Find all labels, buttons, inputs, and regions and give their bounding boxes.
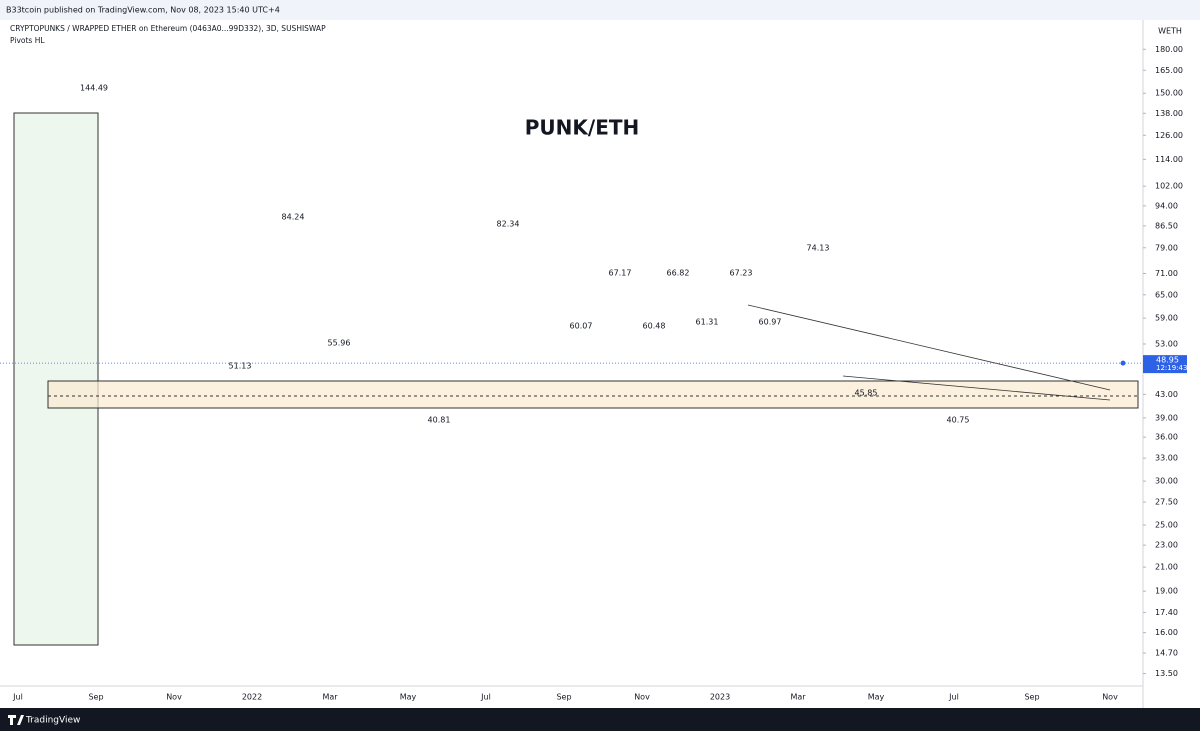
symbol-info: CRYPTOPUNKS / WRAPPED ETHER on Ethereum … <box>10 24 326 33</box>
header-bar <box>0 0 1200 20</box>
x-tick-label: Nov <box>1102 693 1118 702</box>
footer-bar <box>0 708 1200 731</box>
pivot-label: 45.85 <box>855 389 878 398</box>
y-tick-label: 33.00 <box>1155 454 1178 463</box>
x-tick-label: Jul <box>948 693 959 702</box>
trendline <box>747 304 1111 391</box>
x-tick-label: Jul <box>12 693 23 702</box>
trendline <box>842 375 1111 401</box>
y-tick-label: 138.00 <box>1155 109 1183 118</box>
support-zone <box>47 380 1139 409</box>
brand: TradingView <box>25 716 80 726</box>
x-tick-label: Mar <box>322 693 338 702</box>
y-tick-label: 65.00 <box>1155 290 1178 299</box>
y-tick-label: 102.00 <box>1155 182 1183 191</box>
indicator: Pivots HL <box>10 36 45 45</box>
y-tick-label: 43.00 <box>1155 390 1178 399</box>
pivot-label: 61.31 <box>696 318 719 327</box>
x-tick-label: 2023 <box>710 693 730 702</box>
y-tick-label: 23.00 <box>1155 541 1178 550</box>
pivot-label: 60.07 <box>570 322 593 331</box>
y-tick-label: 126.00 <box>1155 131 1183 140</box>
y-tick-label: 14.70 <box>1155 649 1178 658</box>
y-tick-label: 19.00 <box>1155 587 1178 596</box>
y-tick-label: 79.00 <box>1155 243 1178 252</box>
x-tick-label: Sep <box>556 693 571 702</box>
y-tick-label: 71.00 <box>1155 269 1178 278</box>
pivot-label: 60.97 <box>759 318 782 327</box>
x-tick-label: Jul <box>480 693 491 702</box>
y-tick-label: 25.00 <box>1155 521 1178 530</box>
y-tick-label: 39.00 <box>1155 413 1178 422</box>
x-tick-label: Nov <box>634 693 650 702</box>
countdown-label: 12:19:43 <box>1156 364 1187 372</box>
x-tick-label: Sep <box>88 693 103 702</box>
y-tick-label: 114.00 <box>1155 155 1183 164</box>
pivot-label: 55.96 <box>328 339 351 348</box>
pivot-label: 84.24 <box>282 213 305 222</box>
x-tick-label: May <box>868 693 885 702</box>
pivot-label: 67.17 <box>609 269 632 278</box>
x-tick-label: May <box>400 693 417 702</box>
pivot-label: 66.82 <box>667 269 690 278</box>
y-tick-label: 86.50 <box>1155 221 1178 230</box>
y-tick-label: 30.00 <box>1155 477 1178 486</box>
highlight-box <box>13 112 99 646</box>
pivot-label: 82.34 <box>497 220 520 229</box>
y-tick-label: 21.00 <box>1155 563 1178 572</box>
background <box>0 0 1200 708</box>
y-tick-label: 16.00 <box>1155 628 1178 637</box>
current-price-box <box>1143 355 1187 374</box>
x-tick-label: 2022 <box>242 693 262 702</box>
publisher: B33tcoin published on TradingView.com, N… <box>6 6 280 15</box>
chart-title: PUNK/ETH <box>525 116 639 140</box>
y-tick-label: 53.00 <box>1155 339 1178 348</box>
x-tick-label: Sep <box>1024 693 1039 702</box>
y-tick-label: 27.50 <box>1155 498 1178 507</box>
pivot-label: 60.48 <box>643 322 666 331</box>
pivot-label: 40.75 <box>947 416 970 425</box>
logo <box>8 715 24 725</box>
pivot-label: 40.81 <box>428 416 451 425</box>
x-tick-label: Mar <box>790 693 806 702</box>
y-tick-label: 59.00 <box>1155 314 1178 323</box>
current-price-label: 48.95 <box>1156 356 1179 365</box>
pivot-label: 67.23 <box>730 269 753 278</box>
pivot-label: 144.49 <box>80 84 108 93</box>
currency: WETH <box>1158 27 1182 36</box>
y-tick-label: 36.00 <box>1155 433 1178 442</box>
pivot-label: 74.13 <box>807 244 830 253</box>
y-tick-label: 94.00 <box>1155 201 1178 210</box>
y-tick-label: 165.00 <box>1155 66 1183 75</box>
y-tick-label: 17.40 <box>1155 608 1178 617</box>
y-tick-label: 150.00 <box>1155 89 1183 98</box>
pivot-label: 51.13 <box>229 362 252 371</box>
y-tick-label: 13.50 <box>1155 669 1178 678</box>
y-tick-label: 180.00 <box>1155 45 1183 54</box>
x-tick-label: Nov <box>166 693 182 702</box>
